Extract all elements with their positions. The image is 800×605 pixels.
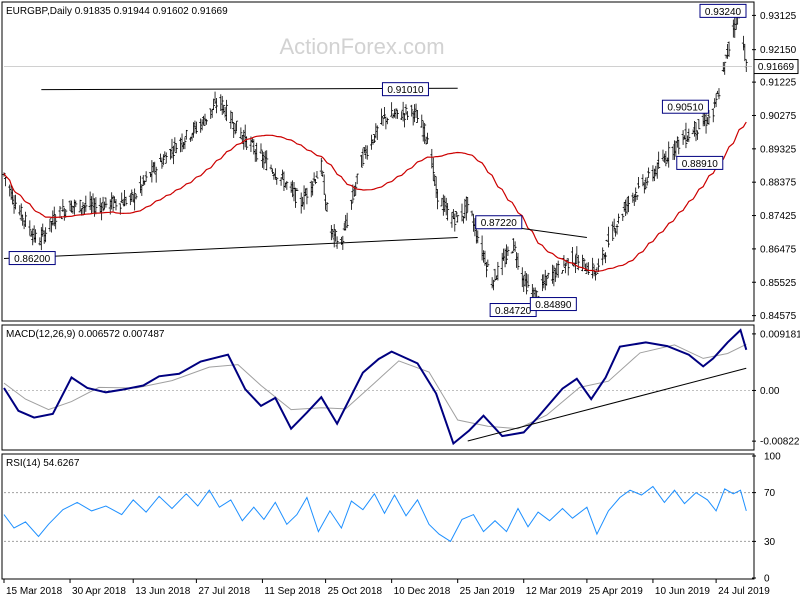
macd-trendline [467, 367, 747, 442]
rsi-header: RSI(14) 54.6267 [6, 458, 80, 469]
price-y-tick-label: 0.89325 [760, 144, 797, 155]
price-trendline [3, 236, 458, 260]
x-tick-label: 10 Jun 2019 [655, 586, 710, 597]
price-annotation: 0.84720 [489, 303, 537, 318]
price-annotation-label: 0.84720 [495, 306, 532, 317]
price-annotations: 0.93240 0.91010 0.90510 0.88910 0.87220 0.862… [8, 3, 747, 318]
rsi-y-tick-label: 0 [764, 574, 770, 585]
price-annotation-label: 0.87220 [481, 218, 518, 229]
macd-main-line [3, 328, 748, 446]
current-price-box [753, 59, 799, 75]
price-annotation: 0.86200 [8, 251, 56, 266]
price-annotation: 0.87220 [475, 215, 523, 230]
x-tick-label: 10 Dec 2018 [394, 586, 451, 597]
rsi-lines [3, 485, 752, 543]
price-y-tick-label: 0.85525 [760, 278, 797, 289]
price-annotation-label: 0.88910 [682, 159, 719, 170]
price-annotation-box [475, 215, 523, 230]
price-y-tick-label: 0.87425 [760, 211, 797, 222]
price-annotation-box [699, 3, 747, 18]
x-tick-label: 27 Jul 2018 [198, 586, 250, 597]
price-header: EURGBP,Daily 0.91835 0.91944 0.91602 0.9… [6, 6, 228, 17]
price-annotation: 0.88910 [676, 155, 724, 170]
price-annotation-label: 0.84890 [535, 300, 572, 311]
price-annotation-label: 0.91010 [387, 85, 424, 96]
x-tick-label: 13 Jun 2018 [135, 586, 190, 597]
rsi-y-tick-label: 30 [764, 537, 776, 548]
watermark: ActionForex.com [279, 34, 444, 59]
price-annotation-label: 0.90510 [667, 103, 704, 114]
macd-signal-line [3, 343, 747, 430]
price-y-tick-label: 0.92150 [760, 45, 797, 56]
price-annotation-box [381, 82, 429, 97]
price-bars [2, 9, 748, 307]
price-y-axis: 0.93125 0.92150 0.91225 0.90275 0.89325 0.883… [4, 11, 799, 322]
price-annotation-box [676, 155, 724, 170]
x-tick-label: 15 Mar 2018 [6, 586, 63, 597]
macd-y-tick-label: -0.008225 [760, 437, 800, 448]
price-annotation: 0.91010 [381, 82, 429, 97]
x-tick-label: 11 Sep 2018 [264, 586, 320, 597]
x-tick-label: 12 Mar 2019 [526, 586, 583, 597]
price-annotation-label: 0.86200 [14, 254, 51, 265]
price-annotation-box [529, 297, 577, 312]
x-axis: 15 Mar 2018 30 Apr 2018 13 Jun 2018 27 Jul … [3, 579, 770, 597]
x-tick-label: 25 Jan 2019 [460, 586, 515, 597]
price-annotation: 0.84890 [529, 297, 577, 312]
macd-y-axis: 0.009181 0.00 -0.008225 [752, 329, 800, 448]
price-y-tick-label: 0.91225 [760, 78, 797, 89]
price-y-tick-label: 0.93125 [760, 11, 797, 22]
price-y-tick-label: 0.86475 [760, 244, 797, 255]
price-y-tick-label: 0.88375 [760, 178, 797, 189]
rsi-y-axis: 100 70 30 0 [752, 452, 781, 585]
x-tick-label: 25 Oct 2018 [328, 586, 383, 597]
rsi-y-tick-label: 70 [764, 488, 776, 499]
macd-lines [3, 328, 752, 446]
price-annotation-box [661, 99, 709, 114]
price-y-tick-label: 0.90275 [760, 111, 797, 122]
price-annotation: 0.93240 [699, 3, 747, 18]
x-tick-label: 24 Jul 2019 [718, 586, 770, 597]
x-tick-label: 25 Apr 2019 [589, 586, 643, 597]
rsi-line [3, 485, 747, 543]
macd-y-tick-label: 0.009181 [760, 329, 800, 340]
rsi-panel-frame [1, 453, 755, 580]
macd-panel-frame [1, 324, 755, 451]
price-annotation: 0.90510 [661, 99, 709, 114]
price-annotation-label: 0.93240 [705, 7, 742, 18]
rsi-y-tick-label: 100 [764, 452, 781, 463]
moving-average [3, 121, 747, 272]
current-price-label: 0.91669 [758, 62, 795, 73]
price-y-tick-label: 0.84575 [760, 311, 797, 322]
price-panel-frame [1, 1, 755, 322]
macd-header: MACD(12,26,9) 0.006572 0.007487 [6, 329, 165, 340]
macd-y-tick-label: 0.00 [760, 386, 780, 397]
moving-average-line [3, 121, 747, 272]
x-tick-label: 30 Apr 2018 [72, 586, 126, 597]
price-annotation-box [8, 251, 56, 266]
